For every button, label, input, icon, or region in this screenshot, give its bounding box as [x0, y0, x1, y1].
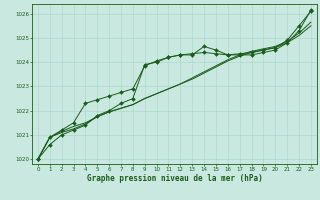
- X-axis label: Graphe pression niveau de la mer (hPa): Graphe pression niveau de la mer (hPa): [86, 174, 262, 183]
